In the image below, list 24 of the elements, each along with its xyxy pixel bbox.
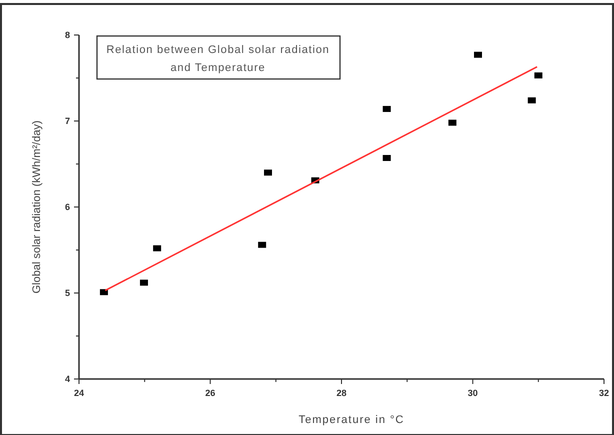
x-tick-label: 32 (598, 388, 610, 398)
point (382, 154, 391, 161)
point (258, 242, 266, 248)
x-tick-label: 26 (205, 388, 216, 398)
point (264, 170, 272, 176)
point (534, 72, 542, 78)
point (528, 97, 536, 104)
x-tick-label: 24 (74, 388, 84, 398)
text: Relation between Global solar radiation and Temperature (106, 44, 330, 74)
y-tick-label: 7 (64, 116, 70, 126)
point (140, 280, 148, 286)
x-axis-title: Temperature in °C (298, 414, 404, 426)
x-tick-label: 28 (336, 388, 347, 398)
point (153, 245, 162, 252)
point (474, 52, 482, 58)
y-axis-title: Global solar radiation (kWh/m²/day) (31, 120, 43, 294)
x-tick-label: 30 (468, 388, 478, 398)
y-tick-label: 5 (64, 288, 70, 298)
y-tick-label: 8 (64, 30, 70, 40)
point (382, 106, 391, 112)
point (448, 120, 456, 126)
y-tick-label: 4 (64, 374, 70, 384)
point (100, 289, 108, 296)
y-tick-label: 6 (64, 202, 70, 212)
